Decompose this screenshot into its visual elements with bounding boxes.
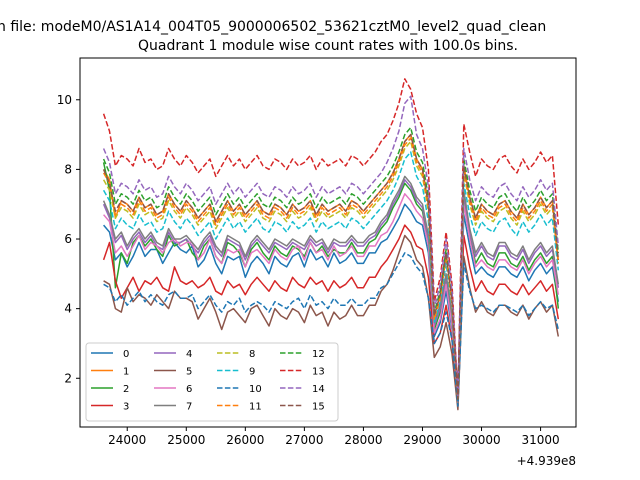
legend-label-9: 9 [249,367,255,378]
x-tick-label: 31000 [521,433,559,447]
series-line-4 [102,179,560,404]
chart-title: Quadrant 1 module wise count rates with … [138,38,518,54]
series-line-3 [102,224,560,407]
series-line-6 [103,193,560,404]
series-line-14 [102,95,560,397]
legend-label-15: 15 [312,402,325,413]
legend-label-10: 10 [249,384,262,395]
legend-label-2: 2 [123,384,129,395]
y-tick-label: 4 [64,302,72,316]
legend-label-13: 13 [312,367,325,378]
series-line-7 [102,175,560,404]
x-tick-label: 27000 [285,433,323,447]
plot-frame [79,57,577,428]
y-axis: 2 4 6 8 10 [57,93,80,385]
series-line-13 [102,78,560,397]
series-line-9 [102,151,560,400]
series-line-12 [102,126,560,400]
x-tick-label: 26000 [226,433,264,447]
y-tick-label: 6 [64,232,72,246]
series-line-5 [103,234,560,411]
legend-label-12: 12 [312,349,325,360]
legend-label-6: 6 [186,384,192,395]
legend-label-8: 8 [249,349,255,360]
y-tick-label: 10 [57,93,72,107]
x-tick-label: 25000 [167,433,205,447]
legend-label-0: 0 [123,349,129,360]
x-tick-label: 29000 [403,433,441,447]
legend-label-1: 1 [123,367,129,378]
y-tick-label: 8 [64,162,72,176]
series-line-11 [102,137,560,400]
x-tick-label: 28000 [344,433,382,447]
series-line-8 [102,140,560,400]
legend-label-11: 11 [249,402,262,413]
legend-label-5: 5 [186,367,192,378]
legend-label-14: 14 [312,384,325,395]
series-lines [102,78,560,411]
y-tick-label: 2 [64,371,72,385]
series-line-0 [103,203,560,404]
legend-frame [85,342,339,422]
series-line-15 [102,133,560,400]
legend-label-7: 7 [186,402,192,413]
x-axis: 24000 25000 26000 27000 28000 29000 30000 31000 [108,427,560,447]
x-tick-label: 24000 [108,433,146,447]
x-offset-label: +4.939e8 [517,454,576,468]
x-tick-label: 30000 [462,433,500,447]
legend-label-3: 3 [123,402,129,413]
series-line-10 [103,252,560,407]
figure-suptitle: n file: modeM0/AS1A14_004T05_9000006502_… [0,19,546,35]
legend-label-4: 4 [186,349,192,360]
